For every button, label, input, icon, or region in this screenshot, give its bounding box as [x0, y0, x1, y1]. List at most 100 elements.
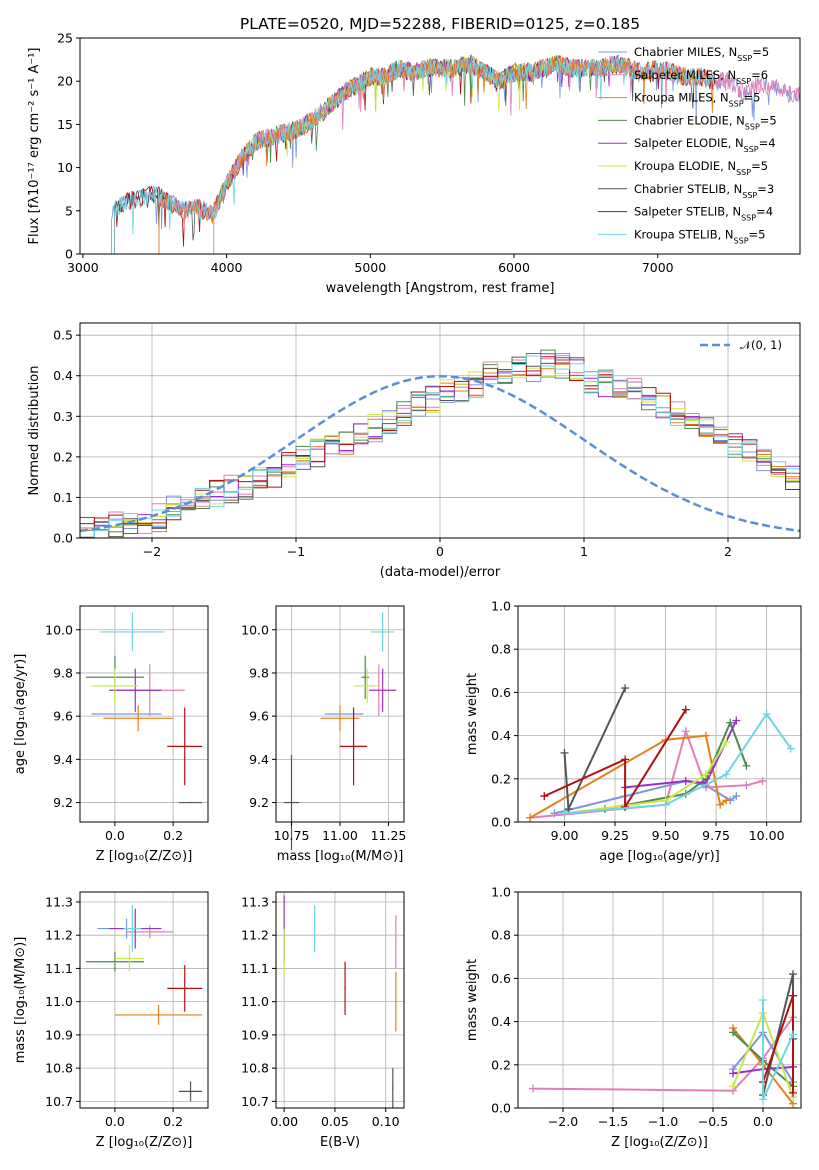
- data-point: [313, 927, 316, 930]
- x-tick-label: 0.0: [105, 1114, 125, 1129]
- data-point: [283, 951, 285, 953]
- legend-entry: Chabrier MILES, NSSP=5: [634, 45, 769, 63]
- data-point: [131, 631, 134, 633]
- y-tick-label: 0.6: [491, 971, 511, 986]
- x-tick-label: 10.75: [274, 828, 310, 843]
- y-tick-label: 10.0: [241, 622, 269, 637]
- series-marker: [722, 738, 731, 747]
- series-marker: [732, 792, 741, 801]
- series-line-kroupa_elodie: [564, 741, 728, 815]
- series-marker: [716, 800, 725, 809]
- series-marker: [789, 1088, 797, 1097]
- series-marker: [732, 716, 741, 725]
- normal-curve: [79, 374, 801, 533]
- y-tick-label: 11.0: [241, 994, 269, 1009]
- y-tick-label: 10.9: [45, 1027, 73, 1042]
- data-point: [189, 1090, 192, 1093]
- plot-area: [283, 895, 397, 1108]
- series-marker: [681, 705, 690, 714]
- x-tick-label: 0.10: [372, 1114, 400, 1129]
- x-axis-label: Z [log₁₀(Z/Z⊙)]: [96, 1135, 193, 1150]
- series-marker: [701, 731, 710, 740]
- y-tick-label: 20: [57, 74, 73, 89]
- data-point: [364, 676, 367, 679]
- x-tick-label: 7000: [642, 260, 674, 275]
- nssp-value: =5: [752, 45, 769, 59]
- nssp-value: =4: [759, 136, 776, 150]
- legend-entry: Kroupa STELIB, NSSP=5: [634, 227, 765, 245]
- spectrum-panel: 3000 4000 5000 6000 7000 0 5 10 15 20 25 wavelength…: [27, 31, 801, 296]
- x-tick-label: 9.75: [702, 828, 730, 843]
- subscript: SSP: [736, 168, 751, 177]
- x-tick-label: 0.2: [163, 828, 183, 843]
- x-tick-label: 1: [580, 544, 588, 559]
- plot-area: [526, 684, 795, 822]
- y-tick-label: 10.7: [241, 1094, 269, 1109]
- y-tick-label: 9.4: [53, 752, 73, 767]
- data-point: [134, 689, 137, 692]
- series-marker: [789, 991, 797, 1000]
- axes-frame: [79, 605, 209, 823]
- legend-entry: Salpeter MILES, NSSP=6: [634, 68, 768, 86]
- y-tick-label: 9.8: [249, 665, 269, 680]
- x-tick-label: 9.50: [652, 828, 680, 843]
- data-point: [352, 745, 355, 748]
- y-tick-label: 1.0: [491, 885, 511, 900]
- data-point: [381, 631, 384, 633]
- x-tick-label: 0.05: [321, 1114, 349, 1129]
- y-tick-label: 10.7: [45, 1094, 73, 1109]
- weight-vs-z-panel: −2.0 −1.5 −1.0 −0.5 0.0 0.0 0.2 0.4 0.6 0.8 1.0 Z […: [465, 885, 802, 1150]
- series-line-salpeter_stelib: [543, 709, 687, 811]
- subscript: SSP: [736, 76, 751, 85]
- x-tick-label: 9.00: [551, 828, 579, 843]
- data-point: [392, 1087, 394, 1089]
- y-tick-label: 25: [57, 31, 73, 46]
- x-tick-label: −1.0: [648, 1114, 678, 1129]
- series-marker: [729, 1028, 737, 1037]
- y-tick-label: 0.0: [491, 815, 511, 830]
- residual-histogram-panel: −2 −1 0 1 2 0.0 0.1 0.2 0.3 0.4 0.5 (data-model)/er…: [27, 322, 801, 580]
- axes-frame: [517, 605, 802, 823]
- y-axis-label: Flux [fλ10⁻¹⁷ erg cm⁻² s⁻¹ A⁻¹]: [27, 48, 42, 245]
- plot-area: [529, 970, 797, 1108]
- y-tick-label: 0.8: [491, 642, 511, 657]
- weight-vs-age-panel: 9.00 9.25 9.50 9.75 10.00 0.0 0.2 0.4 0.6 0.8 1.0 a…: [465, 599, 802, 864]
- series-marker: [621, 684, 630, 693]
- x-axis-label: wavelength [Angstrom, rest frame]: [326, 281, 555, 296]
- mass-vs-ebv-panel: 0.00 0.05 0.10 10.7 10.8 10.9 11.0 11.1 11.2 11.3…: [241, 891, 405, 1150]
- x-axis-label: E(B-V): [320, 1135, 360, 1150]
- y-tick-label: 11.2: [241, 928, 269, 943]
- y-tick-label: 15: [57, 117, 73, 132]
- series-marker: [560, 748, 569, 757]
- y-tick-label: 0.4: [491, 1014, 511, 1029]
- data-point: [339, 717, 341, 720]
- data-point: [157, 1014, 160, 1016]
- x-tick-label: 2: [724, 544, 732, 559]
- data-point: [183, 987, 186, 990]
- series-marker: [786, 744, 795, 753]
- spectrum-line-chabrier_stelib: [114, 55, 716, 254]
- histogram-step-kroupa_stelib: [80, 355, 800, 539]
- x-tick-label: 6000: [498, 260, 530, 275]
- series-marker: [621, 755, 630, 764]
- x-axis-label: (data-model)/error: [380, 565, 501, 580]
- y-tick-label: 0.4: [491, 728, 511, 743]
- series-marker: [762, 710, 771, 718]
- x-tick-label: 0.2: [163, 1114, 183, 1129]
- data-point: [149, 931, 151, 933]
- x-tick-label: 0.0: [105, 828, 125, 843]
- series-marker: [681, 727, 690, 736]
- y-tick-label: 9.6: [53, 709, 73, 724]
- y-axis-label: mass [log₁₀(M/M⊙)]: [13, 937, 28, 1064]
- histogram-step-salpeter_stelib: [80, 356, 800, 525]
- series-marker: [789, 970, 797, 979]
- y-tick-label: 9.2: [53, 795, 73, 810]
- series-marker: [759, 996, 767, 1004]
- axes-frame: [79, 37, 801, 255]
- series-marker: [729, 1069, 737, 1078]
- x-axis-label: mass [log₁₀(M/M⊙)]: [277, 849, 404, 864]
- x-tick-label: 0.00: [270, 1114, 298, 1129]
- y-tick-label: 11.2: [45, 928, 73, 943]
- series-line-chabrier_miles: [554, 779, 737, 815]
- y-tick-label: 0.6: [491, 685, 511, 700]
